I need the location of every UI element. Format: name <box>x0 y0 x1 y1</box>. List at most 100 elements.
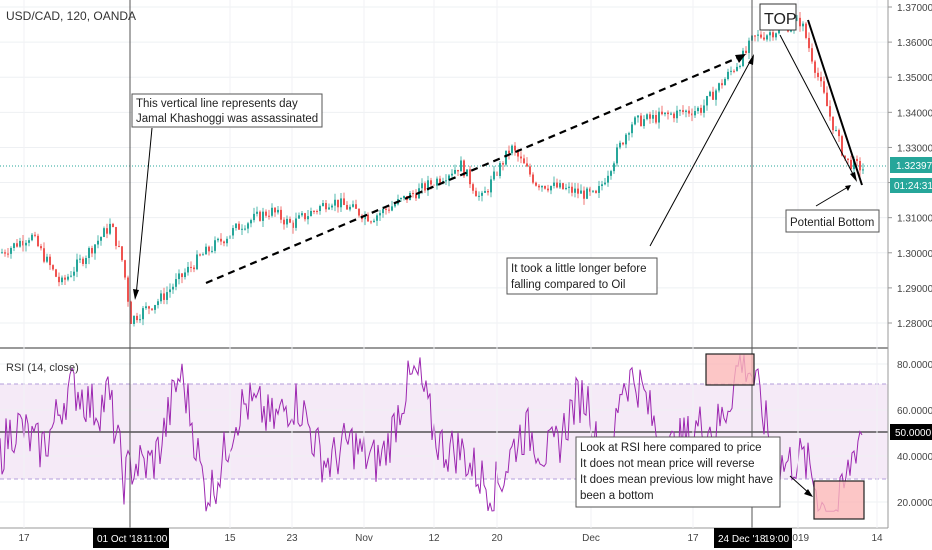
candle-body <box>535 182 537 186</box>
candle-body <box>502 163 504 165</box>
price-grid <box>0 6 888 324</box>
candle-body <box>472 184 474 191</box>
rsi-tick-label: 80.0000 <box>897 360 932 371</box>
note-oil: It took a little longer before falling c… <box>506 257 658 295</box>
candle-body <box>514 145 516 151</box>
candle-body <box>523 158 525 164</box>
candle-body <box>139 319 141 321</box>
candle-body <box>217 238 219 241</box>
candle-body <box>487 191 489 193</box>
candle-body <box>253 213 255 221</box>
note-khashoggi: This vertical line represents day Jamal … <box>131 93 323 128</box>
candle-body <box>46 256 48 262</box>
candle-body <box>439 178 441 183</box>
candle-body <box>649 114 651 119</box>
price-tick-label: 1.29000 <box>897 284 932 295</box>
candle-body <box>208 246 210 252</box>
candle-body <box>538 185 540 188</box>
candle-body <box>862 169 864 171</box>
candle-body <box>121 246 123 261</box>
candle-body <box>694 111 696 116</box>
rsi-tick-label: 40.0000 <box>897 452 932 463</box>
candle-body <box>364 214 366 220</box>
candle-body <box>70 275 72 277</box>
candle-body <box>268 215 270 217</box>
candle-body <box>400 198 402 200</box>
candle-body <box>655 114 657 123</box>
candle-body <box>541 185 543 188</box>
candle-body <box>76 259 78 272</box>
candle-body <box>322 203 324 207</box>
candle-body <box>451 173 453 176</box>
candle-body <box>568 186 570 188</box>
candle-body <box>286 218 288 225</box>
candle-body <box>1 252 3 254</box>
candle-body <box>130 301 132 324</box>
candle-body <box>760 34 762 38</box>
price-tick-label: 1.33000 <box>897 143 932 154</box>
candle-body <box>334 199 336 206</box>
candle-body <box>226 238 228 244</box>
candle-body <box>478 195 480 197</box>
time-tick-label: Dec <box>582 533 600 544</box>
candle-body <box>448 175 450 181</box>
candle-body <box>550 185 552 191</box>
candle-body <box>16 243 18 247</box>
candle-body <box>853 158 855 170</box>
svg-text:Potential Bottom: Potential Bottom <box>790 217 874 229</box>
trendline-dashed <box>205 54 746 285</box>
candle-body <box>529 166 531 175</box>
candle-body <box>556 182 558 188</box>
candle-body <box>619 142 621 148</box>
candle-body <box>28 240 30 243</box>
svg-text:This vertical line represents: This vertical line represents day <box>136 98 298 110</box>
candle-body <box>31 234 33 241</box>
candle-body <box>724 79 726 86</box>
candle-body <box>94 244 96 254</box>
candle-body <box>598 186 600 193</box>
candle-body <box>730 70 732 72</box>
candle-body <box>832 116 834 131</box>
candle-body <box>343 198 345 205</box>
candle-body <box>766 35 768 40</box>
candle-body <box>223 241 225 244</box>
candle-body <box>319 206 321 212</box>
candle-body <box>796 17 798 21</box>
candle-body <box>328 207 330 210</box>
candle-body <box>457 169 459 172</box>
candle-body <box>181 273 183 278</box>
candle-body <box>211 250 213 252</box>
candle-body <box>52 265 54 270</box>
candle-body <box>511 145 513 154</box>
candle-body <box>805 23 807 38</box>
candle-body <box>634 117 636 125</box>
svg-text:It took a little longer before: It took a little longer before <box>511 263 647 275</box>
candle-body <box>205 246 207 255</box>
candle-body <box>604 182 606 185</box>
rsi-highlight-top <box>705 353 755 386</box>
candle-body <box>61 277 63 283</box>
candle-body <box>658 111 660 123</box>
candle-body <box>49 256 51 266</box>
candle-body <box>376 215 378 221</box>
svg-text:It does not mean price will re: It does not mean price will reverse <box>580 458 755 470</box>
candle-body <box>166 292 168 300</box>
candle-body <box>379 213 381 216</box>
candle-body <box>508 150 510 154</box>
candle-body <box>763 37 765 40</box>
rsi-title: RSI (14, close) <box>6 362 79 374</box>
candle-body <box>163 293 165 300</box>
candle-body <box>151 308 153 310</box>
candle-body <box>304 213 306 220</box>
candle-body <box>601 184 603 187</box>
candle-body <box>463 160 465 177</box>
candle-body <box>199 254 201 256</box>
candle-body <box>106 228 108 234</box>
candle-body <box>829 106 831 117</box>
candle-body <box>772 32 774 38</box>
rsi-line <box>0 354 863 513</box>
candle-body <box>325 203 327 210</box>
candle-body <box>184 272 186 278</box>
candle-body <box>346 204 348 210</box>
candle-body <box>421 183 423 189</box>
